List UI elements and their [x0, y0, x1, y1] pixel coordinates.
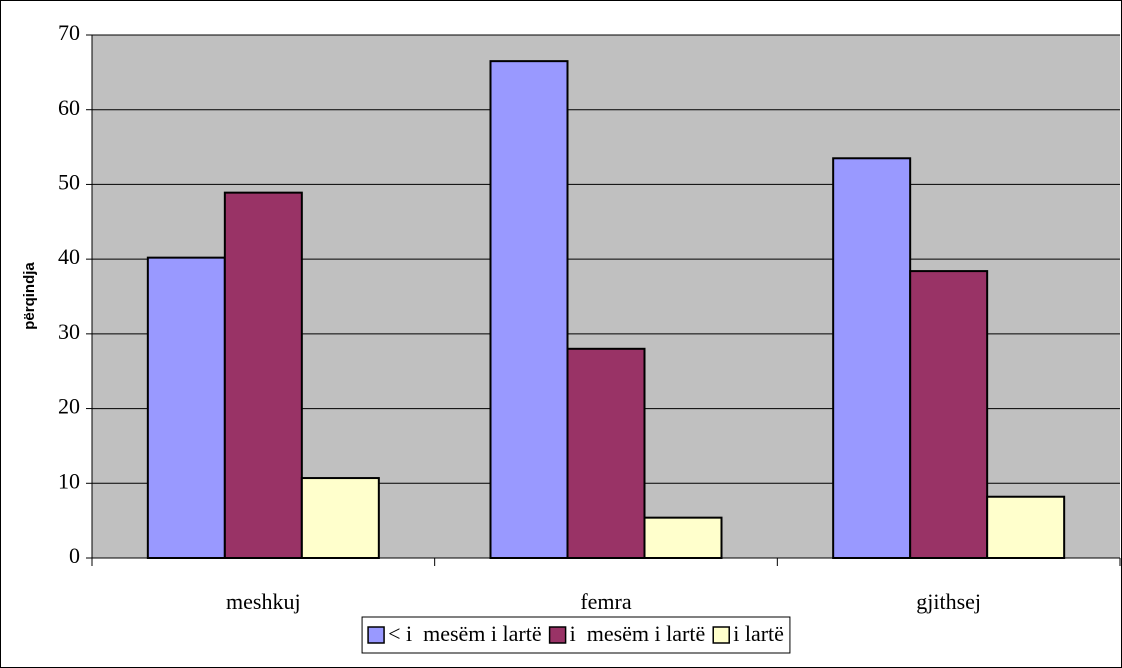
bar [566, 347, 646, 559]
y-tick-label: 30 [58, 319, 80, 344]
y-tick-label: 10 [58, 468, 80, 493]
x-tick-label: femra [580, 589, 632, 614]
y-axis-label: përqindja [21, 262, 38, 330]
legend-swatch [367, 626, 385, 644]
legend-box [361, 616, 791, 654]
x-tick-label: gjithsej [916, 589, 981, 614]
legend-label: < i mesëm i lartë [388, 621, 542, 646]
y-tick-label: 40 [58, 244, 80, 269]
y-tick-label: 70 [58, 20, 80, 45]
y-tick-label: 50 [58, 169, 80, 194]
y-tick-label: 60 [58, 95, 80, 120]
bar [909, 270, 989, 559]
y-tick-label: 0 [69, 543, 80, 568]
legend-label: i lartë [733, 621, 784, 646]
y-tick-label: 20 [58, 394, 80, 419]
bar [300, 477, 380, 560]
legend-swatch [548, 626, 567, 644]
bar [146, 256, 226, 559]
bar [643, 516, 723, 560]
bar [223, 191, 303, 559]
legend-label: i mesëm i lartë [570, 621, 706, 646]
bar [489, 60, 569, 560]
legend-swatch [712, 626, 730, 644]
x-tick-label: meshkuj [226, 589, 301, 614]
bar [832, 157, 912, 559]
bar [986, 495, 1066, 559]
